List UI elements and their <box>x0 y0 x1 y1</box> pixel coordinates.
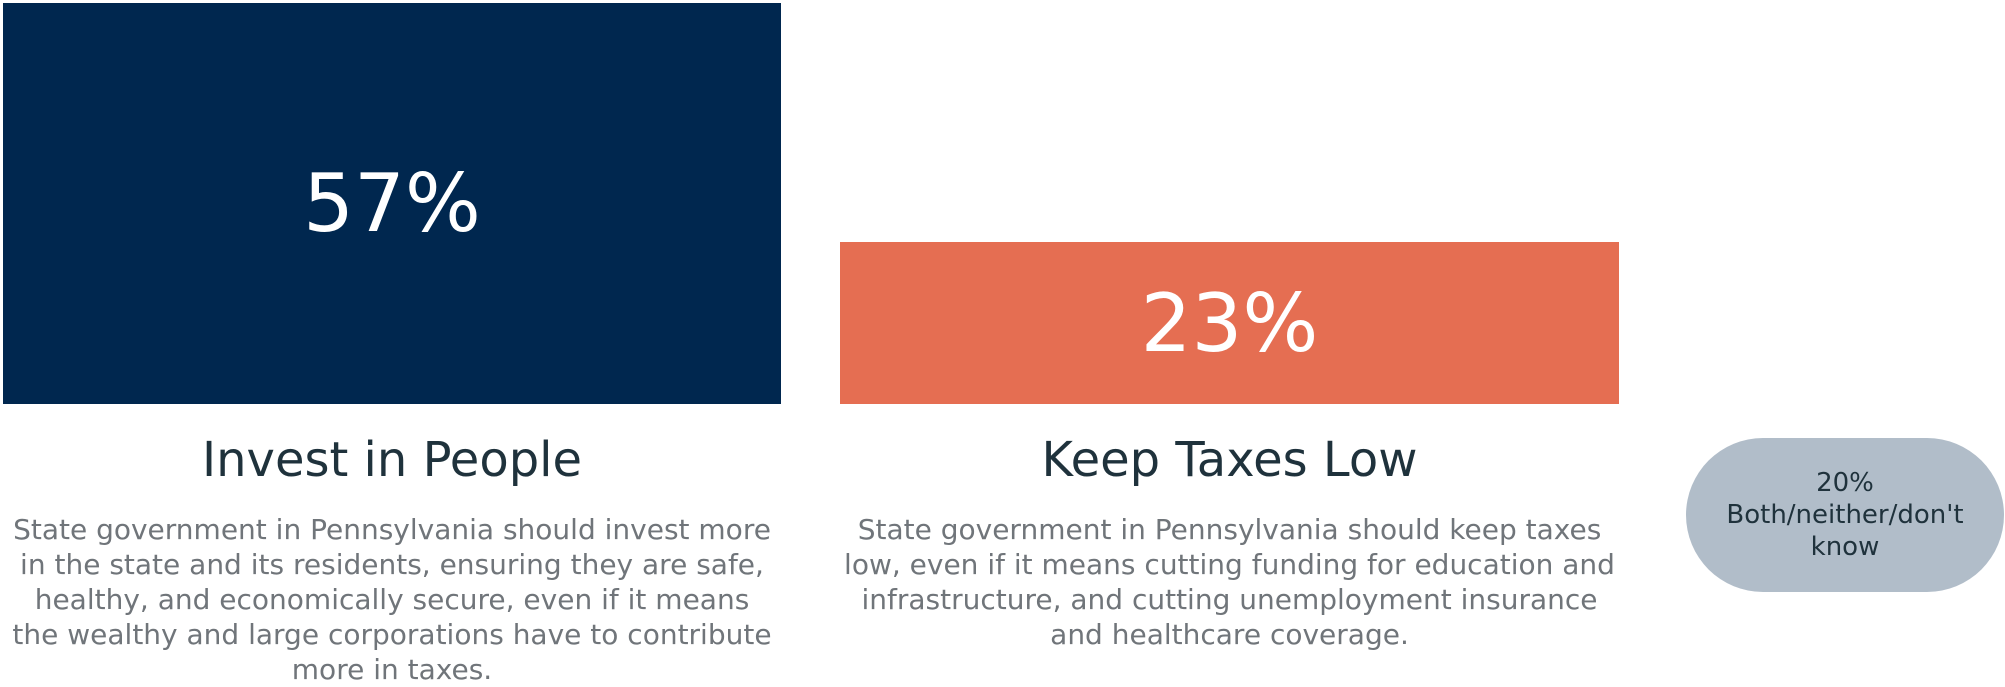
bar-keep-taxes-low: 23% <box>840 242 1619 404</box>
remainder-value-label: 20% <box>1816 468 1874 498</box>
category-label-invest: Invest in People <box>201 432 583 488</box>
description-taxes: State government in Pennsylvania should … <box>844 513 1615 651</box>
category-label-taxes: Keep Taxes Low <box>1041 432 1418 488</box>
remainder-pill: 20% Both/neither/don't know <box>1686 438 2004 592</box>
bar-value-label-taxes: 23% <box>1140 276 1319 370</box>
bar-value-label-invest: 57% <box>303 157 481 250</box>
remainder-label: Both/neither/don't know <box>1726 500 1964 562</box>
description-invest: State government in Pennsylvania should … <box>12 513 772 686</box>
bar-invest-in-people: 57% <box>3 3 781 404</box>
